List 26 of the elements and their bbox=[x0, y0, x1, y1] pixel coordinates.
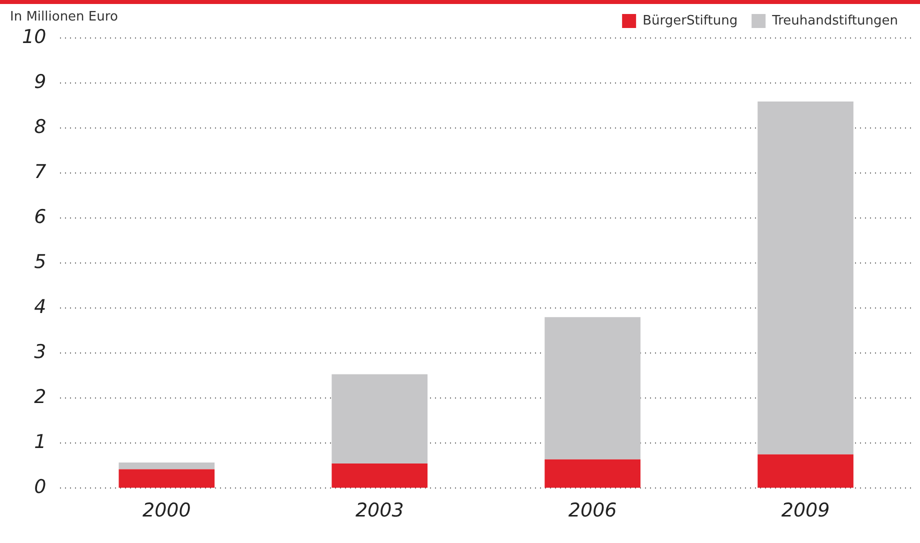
bar bbox=[118, 462, 215, 470]
y-tick-label: 1 bbox=[34, 431, 46, 454]
y-axis-title: In Millionen Euro bbox=[10, 9, 118, 24]
x-tick-label: 2003 bbox=[355, 500, 404, 522]
x-tick-label: 2000 bbox=[142, 500, 191, 522]
legend-label: BürgerStiftung bbox=[642, 13, 738, 28]
y-tick-label: 3 bbox=[34, 341, 46, 364]
bar bbox=[544, 317, 640, 460]
bar bbox=[332, 374, 428, 464]
y-tick-label: 10 bbox=[22, 26, 46, 48]
bar bbox=[544, 459, 640, 488]
y-tick-label: 9 bbox=[34, 70, 46, 93]
y-tick-label: 7 bbox=[34, 160, 46, 183]
bar bbox=[758, 101, 854, 454]
y-tick-label: 0 bbox=[34, 476, 46, 498]
y-tick-label: 8 bbox=[34, 116, 46, 138]
bar bbox=[118, 469, 215, 488]
legend-label: Treuhandstiftungen bbox=[771, 13, 898, 28]
bar bbox=[758, 454, 854, 488]
y-tick-label: 6 bbox=[34, 206, 46, 228]
y-tick-label: 2 bbox=[34, 386, 46, 408]
bar bbox=[332, 463, 428, 488]
x-tick-label: 2009 bbox=[781, 500, 830, 522]
x-tick-label: 2006 bbox=[568, 500, 617, 522]
y-tick-label: 5 bbox=[34, 251, 46, 274]
y-tick-label: 4 bbox=[34, 296, 46, 318]
